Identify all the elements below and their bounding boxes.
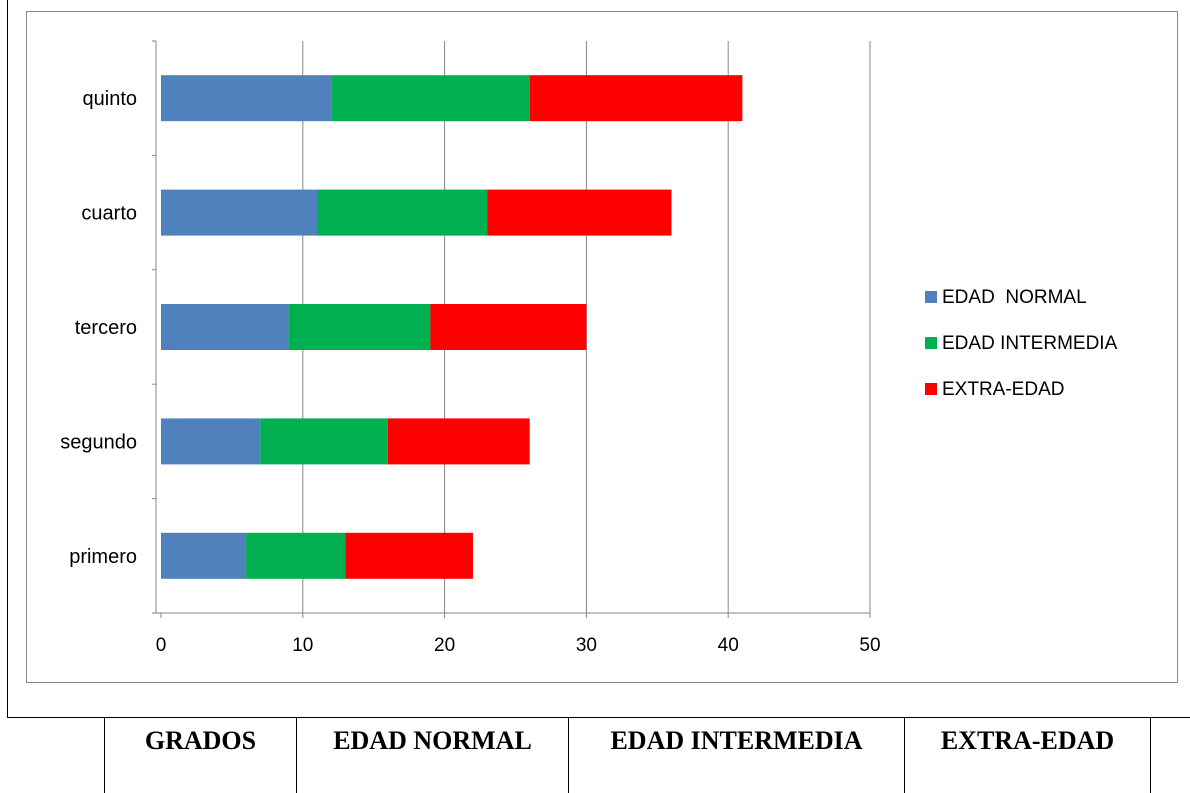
- legend-label-1: EDAD INTERMEDIA: [942, 333, 1118, 354]
- header-extra-edad: EXTRA-EDAD: [904, 718, 1151, 793]
- x-tick-label-30: 30: [576, 635, 597, 656]
- category-label-cuarto: cuarto: [81, 203, 137, 225]
- page-edge-left: [7, 0, 8, 718]
- header-edad-intermedia: EDAD INTERMEDIA: [568, 718, 905, 793]
- category-label-segundo: segundo: [60, 431, 137, 453]
- category-label-quinto: quinto: [83, 88, 138, 110]
- x-tick-label-20: 20: [434, 635, 455, 656]
- bar-tercero-series-1: [288, 304, 431, 350]
- bar-quinto-series-0: [161, 75, 332, 122]
- x-tick-label-50: 50: [859, 635, 880, 656]
- page-edge-bottom: [7, 717, 1190, 718]
- legend-swatch-2: [925, 383, 937, 395]
- stacked-bar-chart: 0 10 20 30 40 50 primero segundo tercero cuarto qu…: [60, 40, 1118, 656]
- bar-primero-series-1: [246, 532, 346, 579]
- x-tick-label-0: 0: [156, 635, 167, 656]
- bar-tercero-series-2: [430, 304, 587, 350]
- bar-tercero-series-0: [161, 304, 289, 350]
- bar-quinto-series-2: [529, 75, 743, 122]
- legend-label-0: EDAD NORMAL: [942, 287, 1087, 308]
- bar-segundo-series-2: [387, 418, 530, 465]
- x-tick-label-40: 40: [718, 635, 739, 656]
- chart-frame: 0 10 20 30 40 50 primero segundo tercero cuarto qu…: [26, 11, 1178, 683]
- bar-primero-series-2: [345, 532, 473, 579]
- legend-swatch-1: [925, 337, 937, 349]
- bar-segundo-series-1: [260, 418, 388, 465]
- bar-primero-series-0: [161, 532, 247, 579]
- header-grados: GRADOS: [104, 718, 297, 793]
- bar-cuarto-series-1: [316, 189, 488, 236]
- bar-quinto-series-1: [331, 75, 530, 122]
- bar-segundo-series-0: [161, 418, 261, 465]
- bar-cuarto-series-0: [161, 189, 317, 236]
- category-label-primero: primero: [69, 546, 137, 568]
- category-label-tercero: tercero: [75, 317, 137, 339]
- table-header-row: GRADOS EDAD NORMAL EDAD INTERMEDIA EXTRA…: [104, 718, 1151, 793]
- grados-table: GRADOS EDAD NORMAL EDAD INTERMEDIA EXTRA…: [104, 718, 1151, 793]
- x-tick-label-10: 10: [292, 635, 313, 656]
- bar-cuarto-series-2: [487, 189, 672, 236]
- legend-label-2: EXTRA-EDAD: [942, 379, 1064, 400]
- legend-swatch-0: [925, 291, 937, 303]
- header-edad-normal: EDAD NORMAL: [296, 718, 569, 793]
